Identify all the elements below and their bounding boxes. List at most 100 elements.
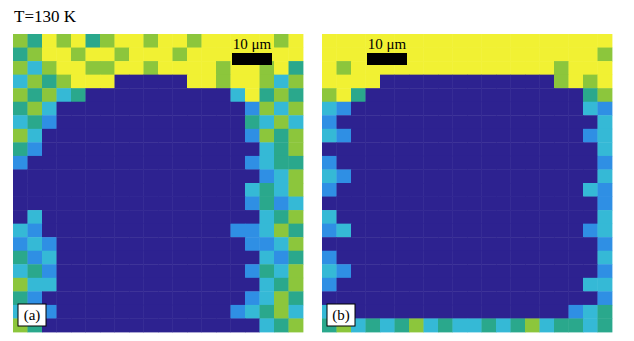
cell: [289, 169, 304, 183]
cell: [100, 305, 115, 319]
cell: [57, 61, 72, 75]
cell: [216, 142, 231, 156]
cell: [366, 88, 381, 102]
cell: [366, 224, 381, 238]
cell: [424, 129, 439, 143]
cell: [409, 34, 424, 48]
cell: [438, 88, 453, 102]
cell: [322, 142, 337, 156]
cell: [71, 61, 86, 75]
cell: [13, 291, 28, 305]
cell: [231, 224, 246, 238]
cell: [57, 156, 72, 170]
cell: [380, 197, 395, 211]
cell: [395, 142, 410, 156]
cell: [115, 237, 130, 251]
cell: [216, 224, 231, 238]
cell: [525, 75, 540, 89]
cell: [395, 75, 410, 89]
cell: [115, 48, 130, 62]
cell: [482, 197, 497, 211]
cell: [202, 142, 217, 156]
cell: [231, 75, 246, 89]
cell: [322, 115, 337, 129]
cell: [71, 34, 86, 48]
cell: [187, 156, 202, 170]
cell: [100, 318, 115, 332]
cell: [260, 102, 275, 116]
cell: [424, 291, 439, 305]
cell: [380, 291, 395, 305]
cell: [13, 278, 28, 292]
cell: [438, 210, 453, 224]
cell: [511, 291, 526, 305]
cell: [71, 75, 86, 89]
cell: [13, 102, 28, 116]
cell: [554, 237, 569, 251]
cell: [554, 115, 569, 129]
cell: [366, 183, 381, 197]
cell: [438, 318, 453, 332]
cell: [115, 278, 130, 292]
cell: [231, 318, 246, 332]
cell: [144, 61, 159, 75]
cell: [274, 142, 289, 156]
cell: [351, 34, 366, 48]
cell: [569, 251, 584, 265]
cell: [158, 115, 173, 129]
cell: [511, 169, 526, 183]
cell: [467, 183, 482, 197]
cell: [598, 102, 613, 116]
cell: [337, 291, 352, 305]
cell: [86, 48, 101, 62]
cell: [28, 169, 43, 183]
cell: [115, 305, 130, 319]
cell: [554, 156, 569, 170]
cell: [216, 61, 231, 75]
cell: [158, 237, 173, 251]
cell: [322, 237, 337, 251]
cell: [511, 61, 526, 75]
cell: [260, 183, 275, 197]
cell: [482, 291, 497, 305]
cell: [598, 291, 613, 305]
cell: [395, 183, 410, 197]
cell: [540, 224, 555, 238]
cell: [115, 142, 130, 156]
cell: [569, 61, 584, 75]
cell: [144, 197, 159, 211]
cell: [260, 291, 275, 305]
cell: [86, 210, 101, 224]
cell: [231, 264, 246, 278]
cell: [438, 61, 453, 75]
cell: [57, 305, 72, 319]
cell: [57, 224, 72, 238]
cell: [467, 169, 482, 183]
panel: [322, 34, 612, 332]
cell: [554, 88, 569, 102]
cell: [583, 251, 598, 265]
cell: [231, 88, 246, 102]
cell: [28, 251, 43, 265]
cell: [260, 237, 275, 251]
cell: [351, 210, 366, 224]
cell: [525, 156, 540, 170]
cell: [424, 305, 439, 319]
cell: [583, 224, 598, 238]
cell: [569, 305, 584, 319]
cell: [569, 197, 584, 211]
cell: [351, 237, 366, 251]
cell: [187, 264, 202, 278]
cell: [158, 224, 173, 238]
cell: [482, 237, 497, 251]
cell: [71, 156, 86, 170]
cell: [28, 34, 43, 48]
cell: [100, 156, 115, 170]
cell: [583, 129, 598, 143]
cell: [245, 197, 260, 211]
cell: [569, 224, 584, 238]
cell: [71, 291, 86, 305]
cell: [115, 61, 130, 75]
cell: [71, 88, 86, 102]
cell: [86, 305, 101, 319]
